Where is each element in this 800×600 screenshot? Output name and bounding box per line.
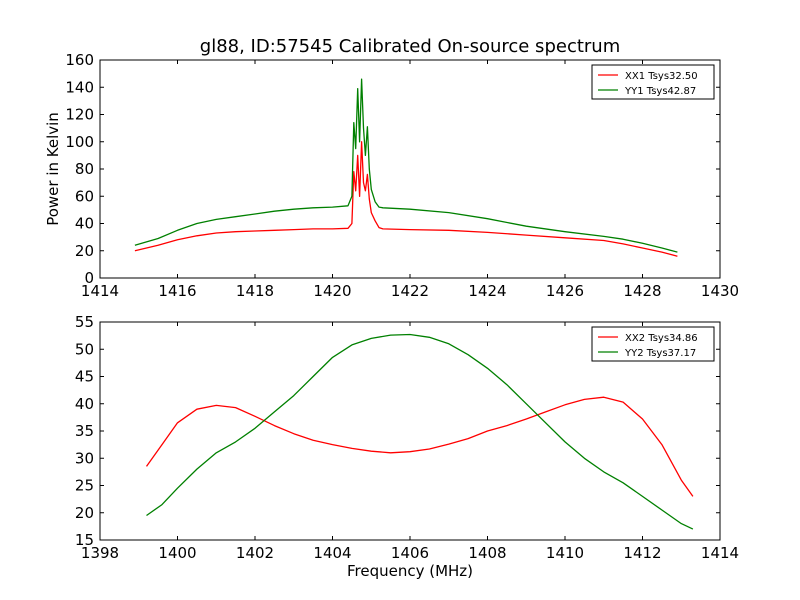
x-tick-label: 1426 <box>546 282 584 300</box>
x-tick-label: 1412 <box>623 544 661 562</box>
series-line-2 <box>146 333 694 530</box>
legend-label-1: XX1 Tsys32.50 <box>625 71 698 82</box>
y-tick-label: 20 <box>75 242 94 260</box>
y-tick-label: 100 <box>65 133 94 151</box>
x-tick-label: 1404 <box>313 544 351 562</box>
legend-label-2: YY2 Tsys37.17 <box>624 348 696 359</box>
top-spectrum-panel: 1414 1416 1418 1420 1422 1424 1426 1428 1430 0 20 4… <box>65 51 739 300</box>
y-tick-label: 40 <box>75 215 94 233</box>
y-tick-label: 60 <box>75 187 94 205</box>
y-tick-label: 25 <box>75 477 94 495</box>
legend-box <box>591 326 715 362</box>
x-tick-label: 1410 <box>546 544 584 562</box>
legend: XX1 Tsys32.50 YY1 Tsys42.87 <box>591 64 715 100</box>
series-line-1 <box>134 141 678 257</box>
x-tick-label: 1428 <box>623 282 661 300</box>
chart-title: gl88, ID:57545 Calibrated On-source spec… <box>200 36 620 57</box>
legend-label-1: XX2 Tsys34.86 <box>625 333 698 344</box>
legend-box <box>591 64 715 100</box>
y-tick-label: 160 <box>65 51 94 69</box>
bottom-x-axis-label: Frequency (MHz) <box>347 562 473 580</box>
y-tick-label: 80 <box>75 160 94 178</box>
y-tick-label: 30 <box>75 449 94 467</box>
legend: XX2 Tsys34.86 YY2 Tsys37.17 <box>591 326 715 362</box>
y-tick-label: 40 <box>75 395 94 413</box>
series-line-1 <box>145 396 694 497</box>
y-tick-label: 55 <box>75 313 94 331</box>
x-tick-label: 1416 <box>158 282 196 300</box>
x-tick-label: 1414 <box>81 282 119 300</box>
series-line-2 <box>134 78 678 253</box>
x-tick-label: 1422 <box>391 282 429 300</box>
x-tick-label: 1402 <box>236 544 274 562</box>
x-tick-label: 1406 <box>391 544 429 562</box>
bottom-spectrum-panel: 1398 1400 1402 1404 1406 1408 1410 1412 1414 15 20… <box>75 313 739 562</box>
x-tick-label: 1418 <box>236 282 274 300</box>
top-y-axis-label: Power in Kelvin <box>44 112 62 226</box>
x-tick-label: 1414 <box>701 544 739 562</box>
y-tick-label: 15 <box>75 531 94 549</box>
y-tick-label: 120 <box>65 106 94 124</box>
y-tick-label: 35 <box>75 422 94 440</box>
x-tick-label: 1408 <box>468 544 506 562</box>
y-tick-label: 20 <box>75 504 94 522</box>
y-tick-label: 50 <box>75 340 94 358</box>
x-tick-label: 1420 <box>313 282 351 300</box>
x-tick-label: 1424 <box>468 282 506 300</box>
legend-label-2: YY1 Tsys42.87 <box>624 86 696 97</box>
y-tick-label: 0 <box>84 269 94 287</box>
y-tick-label: 140 <box>65 78 94 96</box>
x-tick-label: 1398 <box>81 544 119 562</box>
x-tick-label: 1400 <box>158 544 196 562</box>
y-tick-label: 45 <box>75 368 94 386</box>
x-tick-label: 1430 <box>701 282 739 300</box>
